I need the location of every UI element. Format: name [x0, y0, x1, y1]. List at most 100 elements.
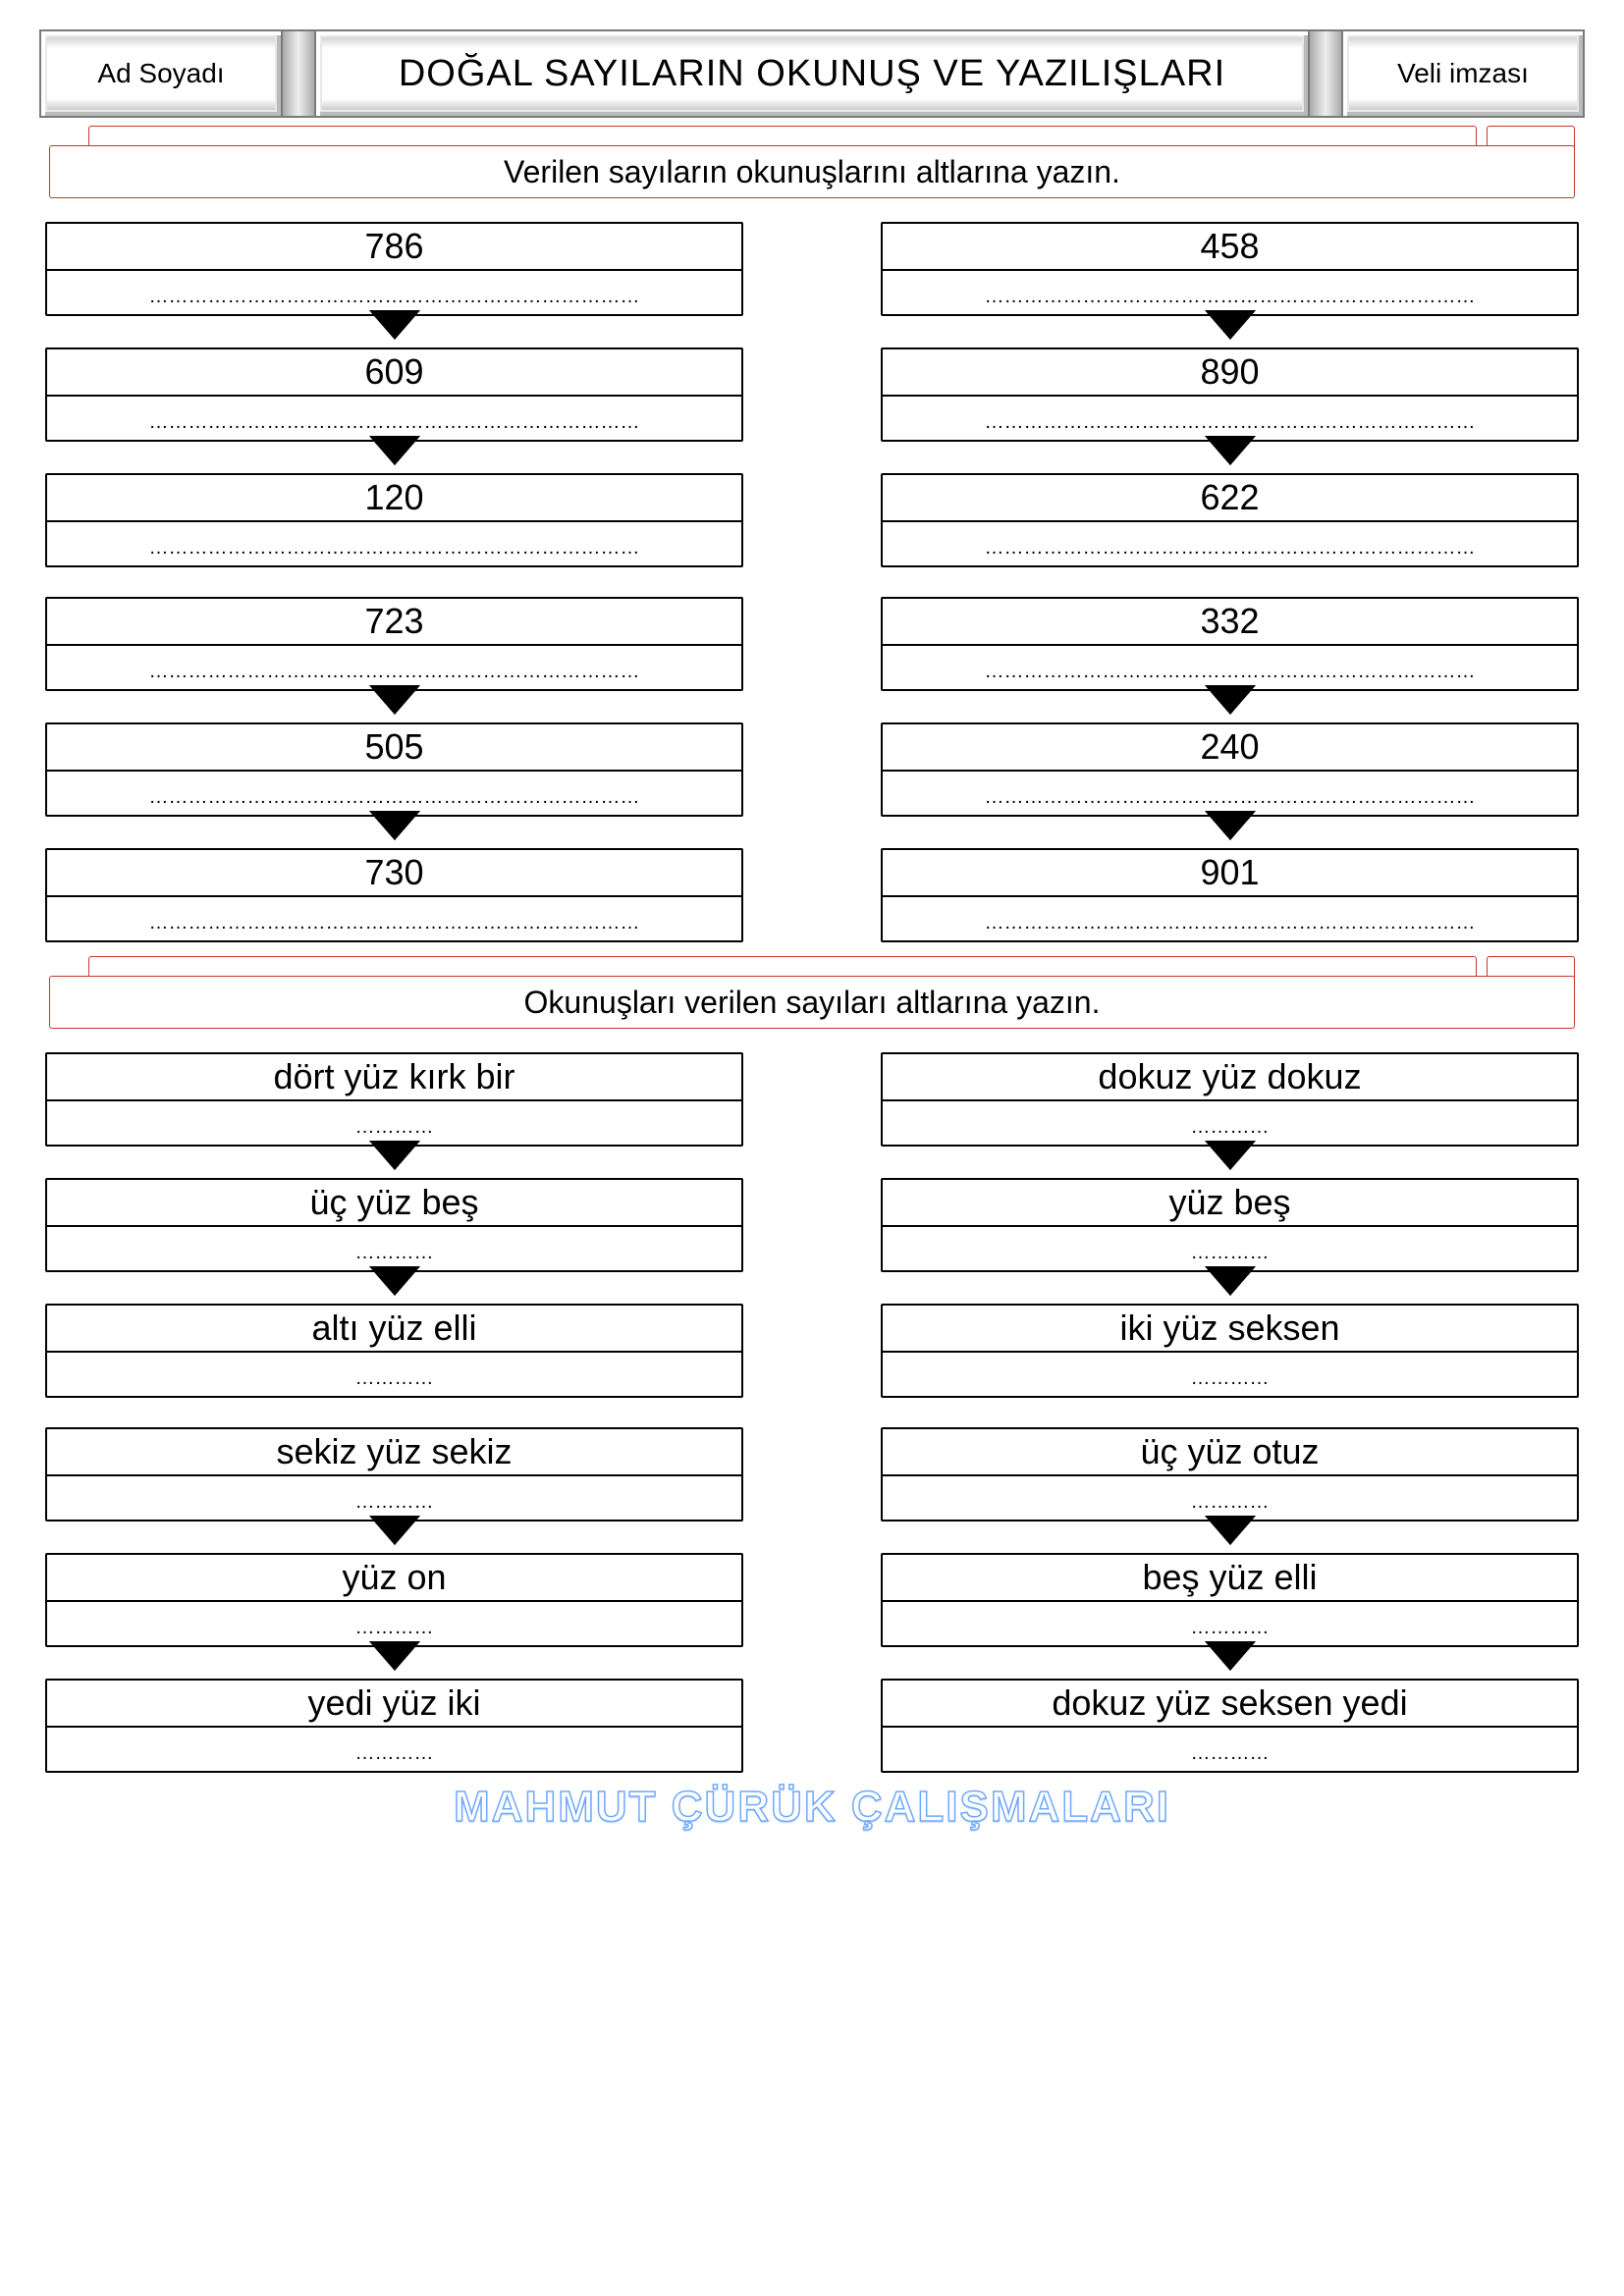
section1-columns: 786 609 120 723 505 730 458 890 622 332 240 901 [39, 222, 1585, 942]
banner-body: Verilen sayıların okunuşlarını altlarına… [49, 145, 1575, 198]
number-to-words-item: 609 [45, 347, 743, 442]
down-arrow-icon [1209, 1520, 1252, 1545]
group-gap [45, 567, 743, 597]
number-to-words-item: 890 [881, 347, 1579, 442]
number-to-words-prompt: 890 [883, 349, 1577, 397]
words-to-number-prompt: yüz on [47, 1555, 741, 1602]
signature-field-label: Veli imzası [1397, 58, 1529, 89]
section1-instruction-text: Verilen sayıların okunuşlarını altlarına… [504, 154, 1120, 190]
section1-left-column: 786 609 120 723 505 730 [45, 222, 743, 942]
number-to-words-item: 332 [881, 597, 1579, 691]
down-arrow-icon [1209, 1645, 1252, 1671]
number-to-words-prompt: 622 [883, 475, 1577, 522]
number-to-words-answer-line[interactable] [883, 772, 1577, 815]
down-arrow-icon [373, 440, 416, 465]
banner-tab [88, 126, 1477, 147]
words-to-number-answer-line[interactable] [47, 1227, 741, 1270]
words-to-number-answer-line[interactable] [883, 1728, 1577, 1771]
words-to-number-answer-line[interactable] [47, 1476, 741, 1520]
number-to-words-item: 120 [45, 473, 743, 567]
number-to-words-item: 723 [45, 597, 743, 691]
down-arrow-icon [1209, 440, 1252, 465]
words-to-number-prompt: dokuz yüz dokuz [883, 1054, 1577, 1101]
number-to-words-item: 786 [45, 222, 743, 316]
words-to-number-item: dokuz yüz seksen yedi [881, 1679, 1579, 1773]
down-arrow-icon [373, 815, 416, 840]
number-to-words-prompt: 730 [47, 850, 741, 897]
number-to-words-prompt: 240 [883, 724, 1577, 772]
words-to-number-prompt: üç yüz beş [47, 1180, 741, 1227]
number-to-words-prompt: 505 [47, 724, 741, 772]
name-field-label: Ad Soyadı [97, 58, 224, 89]
words-to-number-answer-line[interactable] [47, 1728, 741, 1771]
name-field-box[interactable]: Ad Soyadı [39, 29, 283, 118]
number-to-words-prompt: 609 [47, 349, 741, 397]
words-to-number-item: yedi yüz iki [45, 1679, 743, 1773]
number-to-words-answer-line[interactable] [883, 897, 1577, 940]
number-to-words-prompt: 786 [47, 224, 741, 271]
number-to-words-item: 730 [45, 848, 743, 942]
words-to-number-item: dört yüz kırk bir [45, 1052, 743, 1147]
header-divider-right [1310, 29, 1341, 118]
words-to-number-prompt: yüz beş [883, 1180, 1577, 1227]
section1-instruction-banner: Verilen sayıların okunuşlarını altlarına… [39, 135, 1585, 204]
banner-tab-right [1487, 126, 1575, 147]
down-arrow-icon [1209, 689, 1252, 715]
words-to-number-prompt: iki yüz seksen [883, 1306, 1577, 1353]
number-to-words-answer-line[interactable] [47, 522, 741, 565]
group-gap [45, 1398, 743, 1427]
words-to-number-item: sekiz yüz sekiz [45, 1427, 743, 1522]
banner-tab [88, 956, 1477, 978]
words-to-number-item: üç yüz beş [45, 1178, 743, 1272]
signature-field-box[interactable]: Veli imzası [1341, 29, 1585, 118]
section2-instruction-text: Okunuşları verilen sayıları altlarına ya… [524, 985, 1101, 1021]
words-to-number-item: iki yüz seksen [881, 1304, 1579, 1398]
number-to-words-answer-line[interactable] [883, 271, 1577, 314]
number-to-words-answer-line[interactable] [883, 646, 1577, 689]
number-to-words-answer-line[interactable] [883, 522, 1577, 565]
section2-left-column: dört yüz kırk bir üç yüz beş altı yüz elli… [45, 1052, 743, 1773]
author-watermark: MAHMUT ÇÜRÜK ÇALIŞMALARI [39, 1783, 1585, 1832]
number-to-words-prompt: 120 [47, 475, 741, 522]
worksheet-title: DOĞAL SAYILARIN OKUNUŞ VE YAZILIŞLARI [399, 53, 1225, 95]
banner-tab-right [1487, 956, 1575, 978]
worksheet-header: Ad Soyadı DOĞAL SAYILARIN OKUNUŞ VE YAZI… [39, 29, 1585, 118]
words-to-number-answer-line[interactable] [47, 1101, 741, 1145]
down-arrow-icon [373, 1520, 416, 1545]
number-to-words-answer-line[interactable] [47, 397, 741, 440]
number-to-words-answer-line[interactable] [47, 646, 741, 689]
number-to-words-item: 505 [45, 722, 743, 817]
words-to-number-answer-line[interactable] [47, 1353, 741, 1396]
down-arrow-icon [1209, 1270, 1252, 1296]
words-to-number-prompt: dört yüz kırk bir [47, 1054, 741, 1101]
down-arrow-icon [373, 314, 416, 340]
number-to-words-answer-line[interactable] [47, 271, 741, 314]
words-to-number-answer-line[interactable] [883, 1353, 1577, 1396]
number-to-words-answer-line[interactable] [883, 397, 1577, 440]
words-to-number-prompt: altı yüz elli [47, 1306, 741, 1353]
section1-right-column: 458 890 622 332 240 901 [881, 222, 1579, 942]
group-gap [881, 567, 1579, 597]
number-to-words-answer-line[interactable] [47, 897, 741, 940]
words-to-number-answer-line[interactable] [883, 1476, 1577, 1520]
group-gap [881, 1398, 1579, 1427]
section2-instruction-banner: Okunuşları verilen sayıları altlarına ya… [39, 966, 1585, 1035]
words-to-number-answer-line[interactable] [883, 1602, 1577, 1645]
number-to-words-answer-line[interactable] [47, 772, 741, 815]
words-to-number-prompt: beş yüz elli [883, 1555, 1577, 1602]
words-to-number-prompt: dokuz yüz seksen yedi [883, 1681, 1577, 1728]
words-to-number-answer-line[interactable] [883, 1101, 1577, 1145]
words-to-number-item: yüz on [45, 1553, 743, 1647]
section2-columns: dört yüz kırk bir üç yüz beş altı yüz elli… [39, 1052, 1585, 1773]
header-divider-left [283, 29, 314, 118]
down-arrow-icon [1209, 314, 1252, 340]
words-to-number-answer-line[interactable] [47, 1602, 741, 1645]
words-to-number-item: üç yüz otuz [881, 1427, 1579, 1522]
down-arrow-icon [1209, 1145, 1252, 1170]
number-to-words-item: 901 [881, 848, 1579, 942]
words-to-number-answer-line[interactable] [883, 1227, 1577, 1270]
words-to-number-item: beş yüz elli [881, 1553, 1579, 1647]
number-to-words-item: 458 [881, 222, 1579, 316]
words-to-number-prompt: üç yüz otuz [883, 1429, 1577, 1476]
section2-right-column: dokuz yüz dokuz yüz beş iki yüz seksen üç y… [881, 1052, 1579, 1773]
